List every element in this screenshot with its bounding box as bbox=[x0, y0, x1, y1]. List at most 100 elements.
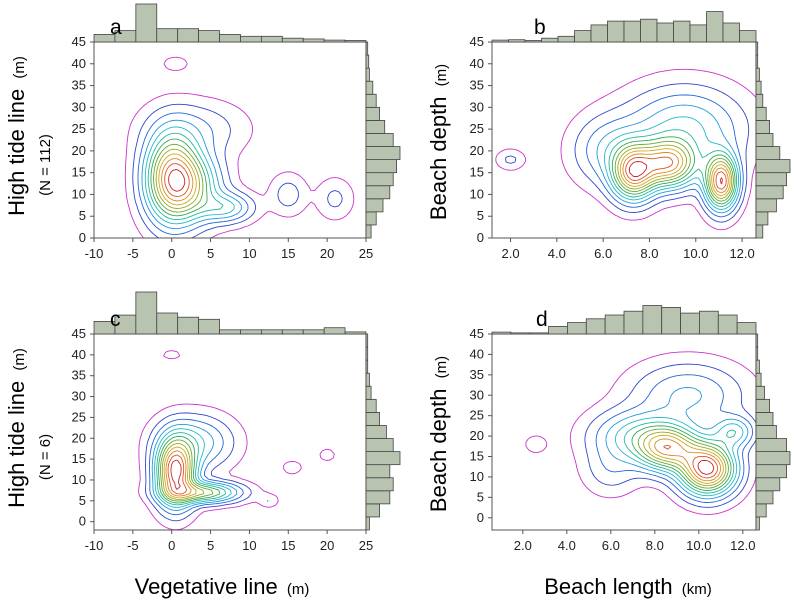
y-title-unit: (m) bbox=[11, 56, 28, 79]
hist-bar-x bbox=[198, 318, 220, 335]
hist-bar-y bbox=[365, 438, 394, 452]
panel-letter-c: c bbox=[110, 308, 121, 331]
panel-c: -10 -5 0 5 10 15 20 25 0 5 10 15 20 25 30 35 40 45 bbox=[72, 291, 401, 553]
hist-bar-y bbox=[755, 438, 788, 452]
y-tick-label: 20 bbox=[72, 430, 86, 445]
svg-text:Beach depth (m): Beach depth (m) bbox=[426, 64, 451, 220]
y-tick-label: 15 bbox=[470, 449, 484, 464]
contour-level-6 bbox=[631, 425, 732, 491]
y-tick-label: 45 bbox=[72, 34, 86, 49]
hist-bar-y bbox=[365, 464, 391, 479]
y-tick-label: 35 bbox=[72, 368, 86, 383]
hist-bar-y bbox=[365, 211, 377, 226]
contour-level-3 bbox=[605, 387, 749, 500]
contour-level-12 bbox=[697, 460, 715, 475]
hist-bar-y bbox=[755, 172, 788, 187]
contour-level-0 bbox=[124, 56, 355, 239]
hist-bar-y bbox=[755, 490, 774, 505]
x-tick-label: 20 bbox=[320, 538, 334, 553]
y-tick-label: 0 bbox=[477, 230, 484, 245]
x-tick-label: 5 bbox=[207, 246, 214, 261]
contour-level-8 bbox=[161, 443, 205, 500]
x-tick-label: 20 bbox=[320, 246, 334, 261]
x-tick-label: 15 bbox=[281, 538, 295, 553]
y-tick-label: 5 bbox=[477, 489, 484, 504]
svg-text:High tide line (m): High tide line (m) bbox=[4, 56, 29, 216]
contour-level-10 bbox=[622, 152, 729, 194]
hist-bar-x bbox=[604, 314, 625, 335]
hist-bar-y bbox=[755, 385, 765, 400]
hist-bar-y bbox=[755, 159, 791, 174]
n-label-c: (N = 6) bbox=[37, 434, 54, 480]
y-tick-label: 30 bbox=[470, 99, 484, 114]
y-tick-label: 0 bbox=[79, 230, 86, 245]
contour-level-9 bbox=[619, 148, 731, 197]
x-tick-label: 25 bbox=[359, 538, 373, 553]
x-tick-label: 10.0 bbox=[686, 538, 711, 553]
y-title-unit: (m) bbox=[11, 348, 28, 371]
y-title-right-top: Beach depth (m) bbox=[426, 64, 451, 220]
plot-frame bbox=[93, 333, 367, 531]
contour-level-4 bbox=[614, 417, 744, 497]
hist-bar-y bbox=[365, 80, 374, 95]
y-title-text: High tide line bbox=[4, 381, 29, 508]
hist-bar-y bbox=[755, 211, 769, 226]
contour-level-12 bbox=[170, 459, 182, 490]
contour-level-10 bbox=[165, 450, 192, 497]
contour-level-6 bbox=[611, 136, 736, 205]
hist-bar-y bbox=[365, 133, 394, 147]
hist-bar-x bbox=[219, 329, 241, 335]
contour-level-1 bbox=[132, 103, 343, 239]
y-tick-label: 20 bbox=[72, 143, 86, 158]
x-tick-label: 12.0 bbox=[730, 538, 755, 553]
x-tick-label: 4.0 bbox=[558, 538, 576, 553]
hist-bar-y bbox=[755, 477, 781, 492]
hist-bar-y bbox=[365, 146, 401, 161]
hist-bar-y bbox=[755, 451, 791, 466]
contour-level-9 bbox=[163, 446, 197, 499]
plot-frame bbox=[93, 41, 367, 239]
hist-bar-y bbox=[755, 41, 759, 56]
x-title-text: Beach length bbox=[544, 574, 672, 599]
y-tick-label: 40 bbox=[72, 347, 86, 362]
hist-bar-x bbox=[607, 20, 625, 43]
hist-bar-x bbox=[281, 37, 304, 43]
hist-bar-x bbox=[567, 322, 587, 335]
hist-bar-x bbox=[736, 322, 757, 335]
hist-bar-y bbox=[365, 451, 401, 466]
hist-bar-y bbox=[755, 425, 777, 439]
marginal-histogram-y bbox=[755, 333, 791, 531]
contour-level-10 bbox=[161, 158, 194, 202]
hist-bar-y bbox=[365, 106, 381, 121]
contour-level-12 bbox=[168, 169, 186, 192]
contour-level-8 bbox=[643, 431, 727, 487]
hist-bar-x bbox=[281, 329, 304, 335]
hist-bar-x bbox=[529, 332, 549, 335]
hist-bar-x bbox=[642, 305, 663, 335]
hist-bar-x bbox=[240, 35, 262, 43]
hist-bar-x bbox=[623, 310, 644, 335]
hist-bar-y bbox=[755, 346, 759, 361]
y-tick-label: 45 bbox=[470, 34, 484, 49]
hist-bar-y bbox=[755, 198, 777, 213]
x-title-unit: (km) bbox=[682, 581, 712, 598]
x-tick-label: -10 bbox=[85, 538, 104, 553]
hist-bar-x bbox=[323, 39, 346, 43]
hist-bar-y bbox=[365, 93, 377, 108]
hist-bar-y bbox=[755, 146, 781, 161]
hist-bar-x bbox=[156, 28, 179, 43]
y-title-bottom-left: High tide line (m) bbox=[4, 348, 29, 508]
hist-bar-x bbox=[156, 312, 179, 335]
hist-bar-x bbox=[722, 22, 740, 43]
hist-bar-y bbox=[755, 67, 760, 82]
y-tick-label: 0 bbox=[477, 510, 484, 525]
panel-letter-a: a bbox=[110, 16, 122, 39]
y-tick-label: 25 bbox=[470, 121, 484, 136]
hist-bar-y bbox=[365, 516, 370, 531]
y-tick-label: 0 bbox=[79, 514, 86, 529]
hist-bar-y bbox=[755, 503, 767, 518]
hist-bar-y bbox=[755, 516, 760, 531]
hist-bar-x bbox=[623, 20, 641, 43]
y-tick-label: 20 bbox=[470, 143, 484, 158]
